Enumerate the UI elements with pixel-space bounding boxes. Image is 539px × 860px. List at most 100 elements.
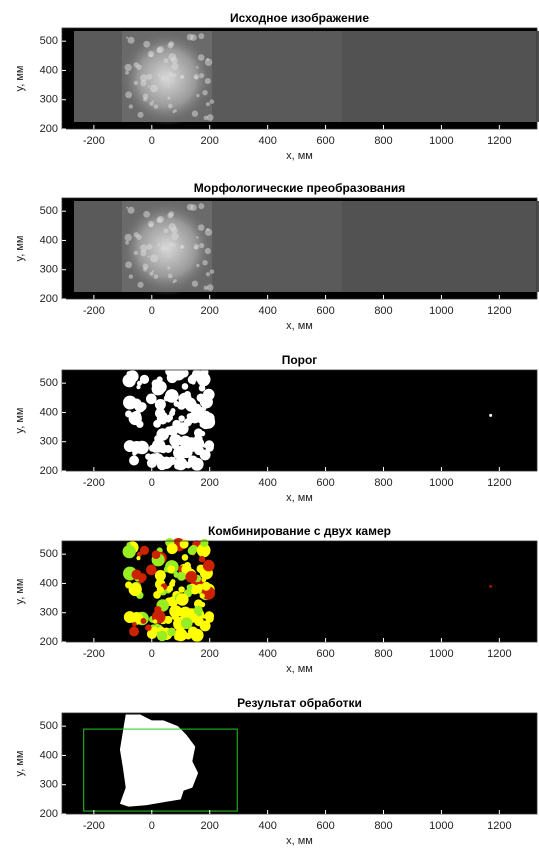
texture — [199, 73, 205, 79]
blob — [136, 380, 143, 386]
y-tick-label: 200 — [40, 293, 58, 305]
texture — [191, 110, 199, 117]
blob — [154, 606, 162, 614]
texture — [209, 269, 215, 274]
flame-region — [119, 30, 215, 126]
texture — [143, 97, 148, 102]
texture — [193, 244, 200, 250]
blob — [187, 375, 197, 385]
texture — [167, 103, 173, 109]
texture — [170, 226, 178, 234]
chart-title: Морфологические преобразования — [194, 181, 405, 195]
texture — [204, 78, 211, 85]
blob — [166, 585, 174, 593]
blob — [196, 439, 202, 446]
blob — [123, 611, 136, 623]
blob — [167, 456, 176, 466]
x-tick-label: 1000 — [429, 648, 453, 660]
x-tick-label: 800 — [374, 135, 392, 147]
blob — [198, 555, 206, 563]
texture — [202, 90, 208, 96]
blob — [132, 451, 137, 456]
texture — [209, 99, 215, 104]
blob — [181, 383, 189, 390]
texture — [160, 245, 166, 251]
blob — [139, 374, 150, 384]
blob — [156, 586, 164, 594]
blob — [140, 618, 147, 624]
blob — [199, 430, 206, 437]
x-tick-label: 200 — [201, 135, 219, 147]
x-tick-label: 1000 — [429, 305, 453, 317]
x-tick-label: 0 — [149, 820, 155, 832]
texture — [153, 274, 159, 279]
blob — [156, 415, 164, 423]
blob — [202, 388, 215, 401]
blob — [166, 372, 178, 384]
axes-frame — [61, 540, 538, 643]
texture — [133, 62, 139, 68]
blob — [489, 413, 493, 417]
x-tick-label: 400 — [258, 477, 276, 489]
texture — [147, 255, 150, 258]
y-axis-label: y, мм — [14, 751, 26, 777]
blob — [156, 459, 168, 471]
blob — [179, 539, 189, 549]
blob — [151, 379, 161, 389]
blob — [201, 410, 211, 420]
texture — [173, 109, 177, 113]
texture — [125, 70, 129, 75]
blob — [176, 593, 189, 606]
chart-title: Комбинирование с двух камер — [208, 524, 391, 538]
blob — [169, 410, 176, 417]
texture — [157, 243, 161, 247]
bounding-box — [83, 728, 238, 812]
texture — [149, 101, 154, 106]
texture — [125, 240, 129, 245]
y-tick-label: 300 — [40, 779, 58, 791]
texture — [204, 248, 211, 255]
texture — [196, 236, 199, 239]
y-axis-label: y, мм — [14, 236, 26, 262]
blob — [122, 544, 136, 559]
texture — [191, 280, 199, 287]
texture — [170, 56, 178, 64]
x-tick-label: 800 — [374, 305, 392, 317]
blob — [199, 601, 206, 608]
texture — [190, 34, 197, 41]
y-axis-label: y, мм — [14, 579, 26, 605]
x-axis-label: x, мм — [286, 663, 313, 675]
texture — [143, 267, 148, 272]
blob — [174, 457, 188, 471]
texture — [149, 84, 158, 93]
y-tick-label: 200 — [40, 636, 58, 648]
x-tick-label: 0 — [149, 477, 155, 489]
texture — [206, 114, 214, 121]
x-tick-label: 800 — [374, 648, 392, 660]
x-tick-label: 600 — [316, 648, 334, 660]
blob — [169, 581, 176, 588]
blob — [187, 546, 197, 556]
texture — [171, 232, 179, 240]
y-axis-label: y, мм — [14, 408, 26, 434]
texture — [149, 223, 153, 228]
blob — [123, 440, 136, 452]
x-tick-label: -200 — [83, 477, 105, 489]
blob — [164, 444, 173, 454]
texture — [206, 284, 214, 291]
blob — [154, 398, 166, 411]
x-tick-label: 600 — [316, 477, 334, 489]
blob — [199, 449, 211, 461]
blob — [179, 368, 189, 378]
texture — [124, 233, 132, 242]
blob — [164, 615, 173, 625]
blob — [204, 611, 215, 621]
blob — [136, 551, 143, 557]
blob — [122, 373, 136, 388]
camera-image-right — [342, 31, 539, 122]
texture — [205, 102, 210, 107]
blob — [166, 543, 178, 555]
texture — [140, 244, 148, 252]
blob — [128, 582, 142, 597]
